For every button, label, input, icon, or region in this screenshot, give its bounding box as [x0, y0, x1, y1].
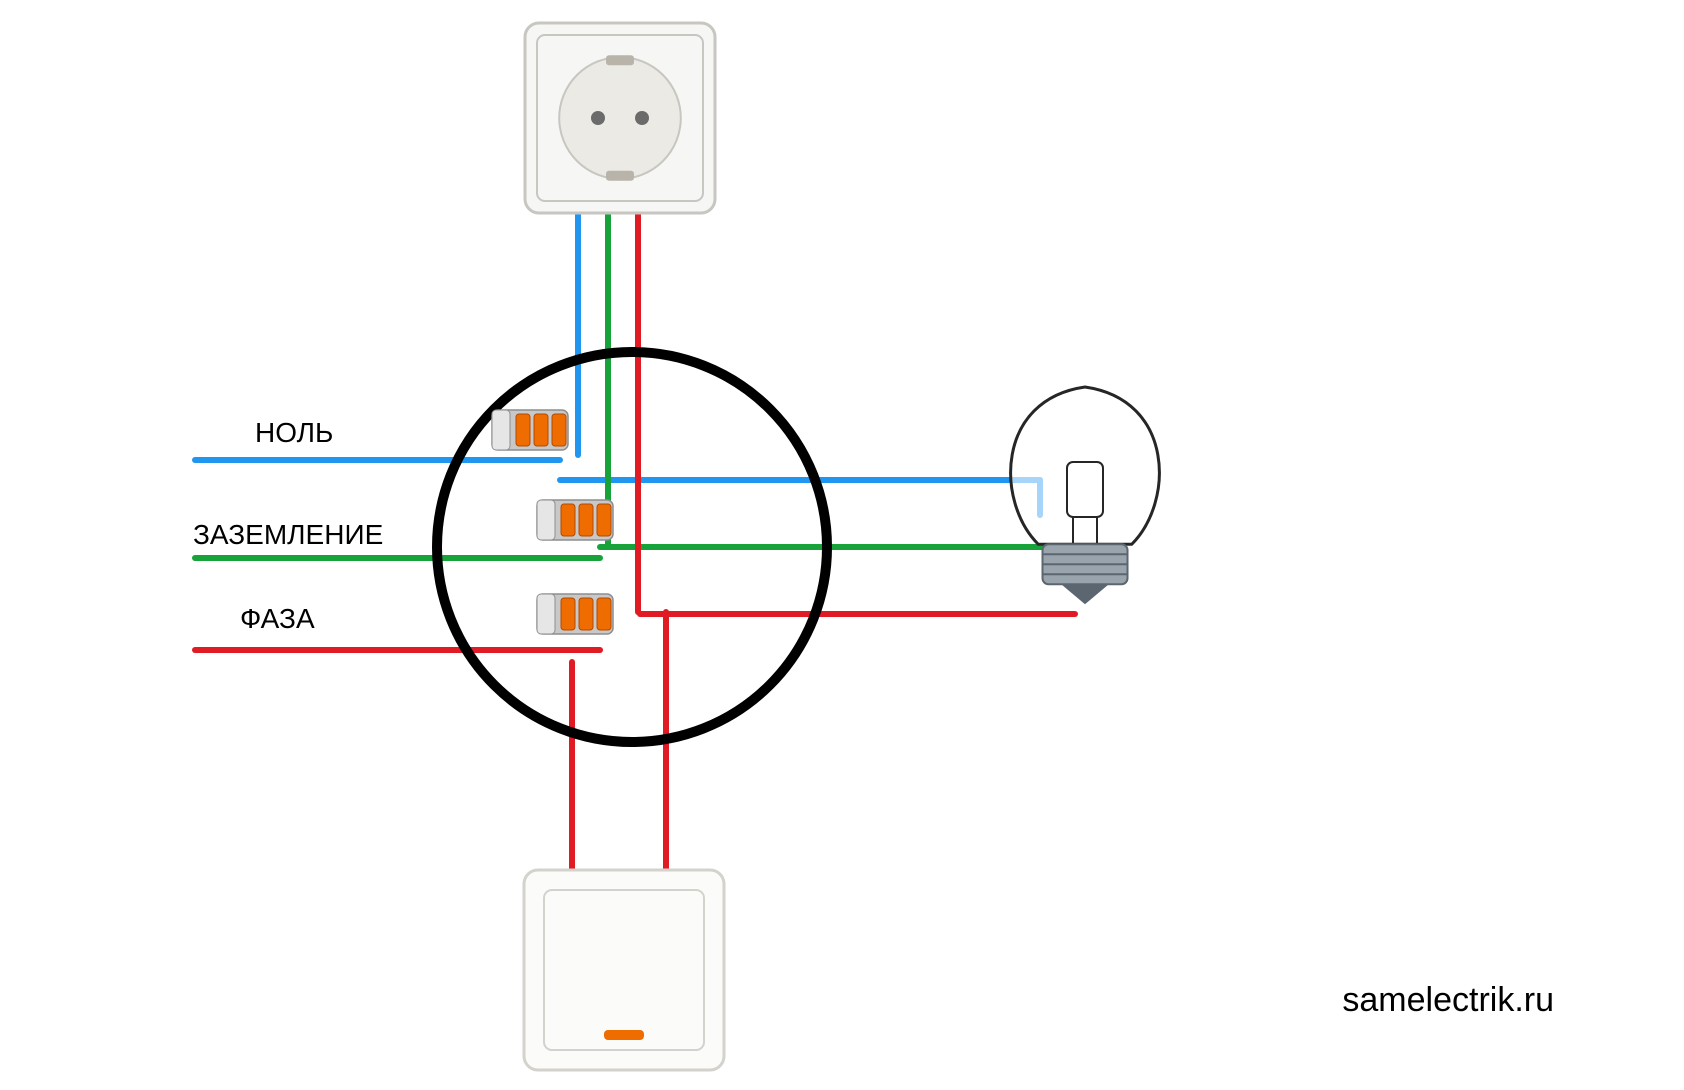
power-outlet	[525, 23, 715, 213]
label-phase: ФАЗА	[240, 603, 315, 635]
light-bulb-icon	[1011, 387, 1160, 604]
wire-connector	[537, 500, 613, 540]
wire-connector	[537, 594, 613, 634]
wire-connector	[492, 410, 568, 450]
light-switch	[524, 870, 724, 1070]
credit-text: samelectrik.ru	[1342, 981, 1554, 1020]
wiring-diagram: НОЛЬ ЗАЗЕМЛЕНИЕ ФАЗА samelectrik.ru	[0, 0, 1684, 1090]
label-earth: ЗАЗЕМЛЕНИЕ	[193, 519, 383, 551]
label-neutral: НОЛЬ	[255, 417, 333, 449]
